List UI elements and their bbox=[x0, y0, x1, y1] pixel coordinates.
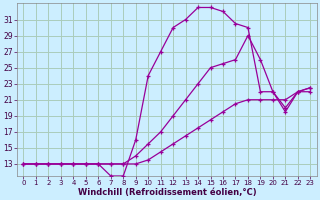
X-axis label: Windchill (Refroidissement éolien,°C): Windchill (Refroidissement éolien,°C) bbox=[77, 188, 256, 197]
